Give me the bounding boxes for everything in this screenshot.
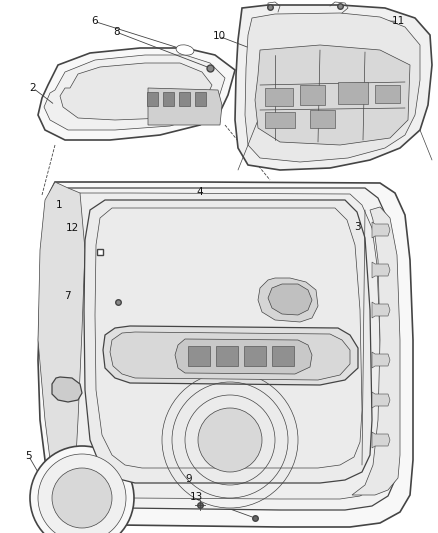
- Text: 1: 1: [56, 200, 63, 210]
- Polygon shape: [52, 188, 397, 510]
- Polygon shape: [372, 352, 390, 368]
- Bar: [338, 82, 368, 104]
- Polygon shape: [44, 55, 225, 130]
- Bar: [216, 346, 238, 366]
- Text: 9: 9: [185, 474, 192, 483]
- Polygon shape: [175, 339, 312, 374]
- Polygon shape: [38, 182, 85, 490]
- Polygon shape: [372, 392, 390, 408]
- Text: 11: 11: [392, 17, 405, 26]
- Polygon shape: [60, 63, 212, 120]
- Bar: [375, 85, 400, 103]
- Circle shape: [30, 446, 134, 533]
- Polygon shape: [372, 262, 390, 278]
- Bar: [147, 92, 158, 106]
- Bar: [300, 85, 325, 105]
- Polygon shape: [258, 278, 318, 322]
- Circle shape: [198, 408, 262, 472]
- Bar: [195, 92, 206, 106]
- Polygon shape: [103, 326, 358, 385]
- Text: 12: 12: [66, 223, 79, 233]
- Text: 7: 7: [64, 291, 71, 301]
- Polygon shape: [255, 45, 410, 145]
- Polygon shape: [372, 302, 390, 318]
- Bar: [188, 346, 210, 366]
- Polygon shape: [372, 222, 390, 238]
- Polygon shape: [38, 182, 413, 527]
- Bar: [310, 110, 335, 128]
- Circle shape: [52, 468, 112, 528]
- Text: 13: 13: [190, 492, 203, 502]
- Text: 4: 4: [196, 187, 203, 197]
- Text: 2: 2: [29, 83, 36, 93]
- Polygon shape: [245, 13, 420, 162]
- Bar: [265, 112, 295, 128]
- Bar: [163, 92, 174, 106]
- Text: 10: 10: [212, 31, 226, 41]
- Polygon shape: [268, 284, 312, 315]
- Polygon shape: [66, 193, 382, 499]
- Polygon shape: [110, 332, 350, 380]
- Bar: [179, 92, 190, 106]
- Ellipse shape: [176, 45, 194, 55]
- Text: 3: 3: [353, 222, 360, 231]
- Polygon shape: [52, 377, 82, 402]
- Polygon shape: [235, 5, 432, 170]
- Polygon shape: [84, 200, 372, 483]
- Text: 6: 6: [91, 17, 98, 26]
- Bar: [272, 346, 294, 366]
- Polygon shape: [148, 88, 222, 125]
- Polygon shape: [38, 48, 235, 140]
- Bar: [244, 346, 266, 366]
- Bar: [265, 88, 293, 106]
- Text: 5: 5: [25, 451, 32, 461]
- Polygon shape: [352, 207, 400, 495]
- Text: 8: 8: [113, 27, 120, 37]
- Circle shape: [38, 454, 126, 533]
- Polygon shape: [372, 432, 390, 448]
